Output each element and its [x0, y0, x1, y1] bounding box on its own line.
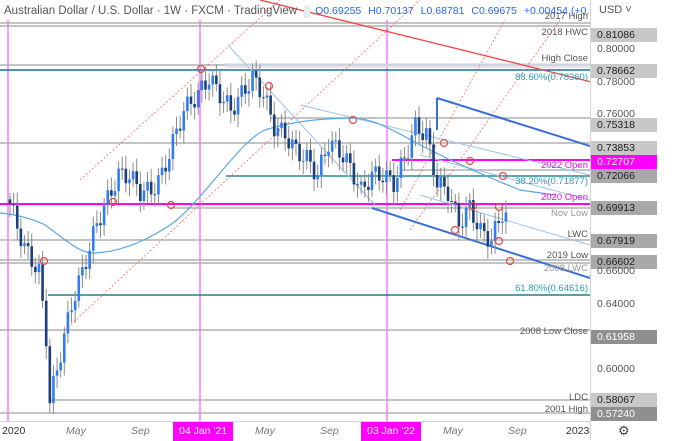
time-label: May [255, 425, 275, 437]
level-label: 2020 Open [540, 192, 588, 203]
price-axis[interactable]: USD ˅ 0.81086 0.80000 0.78662 0.78000 0.7600… [590, 0, 680, 440]
red-trendline [259, 0, 590, 83]
level-label: 2008 LWC [543, 263, 588, 274]
blue-channel [371, 97, 590, 279]
price-label: 0.72707 [591, 155, 657, 169]
level-label: Nov Low [551, 208, 588, 219]
time-label: 04 Jan '21 [173, 422, 234, 441]
level-label: LDC [568, 392, 588, 403]
price-label: 0.58067 [591, 393, 657, 407]
level-label: 38.20%(0.71877) [515, 176, 588, 187]
low-value: L0.68781 [420, 5, 465, 17]
time-label: Sep [320, 425, 339, 437]
time-label: 2020 [2, 425, 26, 437]
price-label: 0.78662 [591, 64, 657, 78]
price-label: 0.78000 [597, 76, 635, 88]
open-value: O0.69255 [315, 5, 362, 17]
price-label: 0.61958 [591, 330, 657, 344]
close-value: C0.69675 [471, 5, 517, 17]
gear-icon[interactable]: ⚙ [618, 423, 630, 438]
price-label: 0.66602 [591, 255, 657, 269]
horizontal-levels [0, 22, 590, 414]
level-label: 61.80%(0.64616) [515, 283, 588, 294]
price-label: 0.57240 [591, 407, 657, 421]
price-label: 0.67919 [591, 234, 657, 248]
level-label: 2022 Open [540, 160, 588, 171]
price-label: 0.80000 [597, 43, 635, 55]
level-label: 2001 High [544, 404, 588, 415]
price-label: 0.60000 [597, 363, 635, 375]
level-label: 2018 HWC [541, 27, 588, 38]
price-chart[interactable] [0, 0, 590, 421]
price-label: 0.76000 [597, 108, 635, 120]
chart-header: Australian Dollar / U.S. Dollar · 1W · F… [0, 0, 614, 22]
price-label: 0.75318 [591, 118, 657, 132]
time-axis[interactable]: 2020 May Sep 04 Jan '21 May Sep 03 Jan '22 May S… [0, 421, 590, 441]
level-label: High Close [541, 53, 588, 64]
price-label: 0.81086 [591, 28, 657, 42]
ascending-channel [64, 0, 561, 331]
price-label: 0.64000 [597, 298, 635, 310]
pivot-markers [39, 64, 515, 266]
level-label: 2008 Low Close [519, 326, 588, 337]
price-label: 0.72066 [591, 169, 657, 183]
level-label: LWC [567, 229, 588, 240]
time-label: May [66, 425, 86, 437]
level-label: 2019 Low [546, 250, 588, 261]
price-label: 0.66000 [597, 265, 635, 277]
price-label: 0.69913 [591, 201, 657, 215]
chevron-down-icon: ˅ [622, 4, 632, 16]
time-label: 2023 [566, 425, 590, 437]
candlesticks [8, 60, 508, 415]
time-label: 03 Jan '22 [361, 422, 422, 441]
time-label: Sep [131, 425, 150, 437]
time-label: Sep [508, 425, 527, 437]
price-label: 0.73853 [591, 141, 657, 155]
level-label: 2017 High [544, 11, 588, 22]
level-label: 88.60%(0.78360) [515, 72, 588, 83]
time-label: May [443, 425, 463, 437]
currency-selector[interactable]: USD ˅ [599, 4, 632, 16]
chart-title: Australian Dollar / U.S. Dollar · 1W · F… [4, 5, 298, 17]
high-value: H0.70137 [368, 5, 414, 17]
